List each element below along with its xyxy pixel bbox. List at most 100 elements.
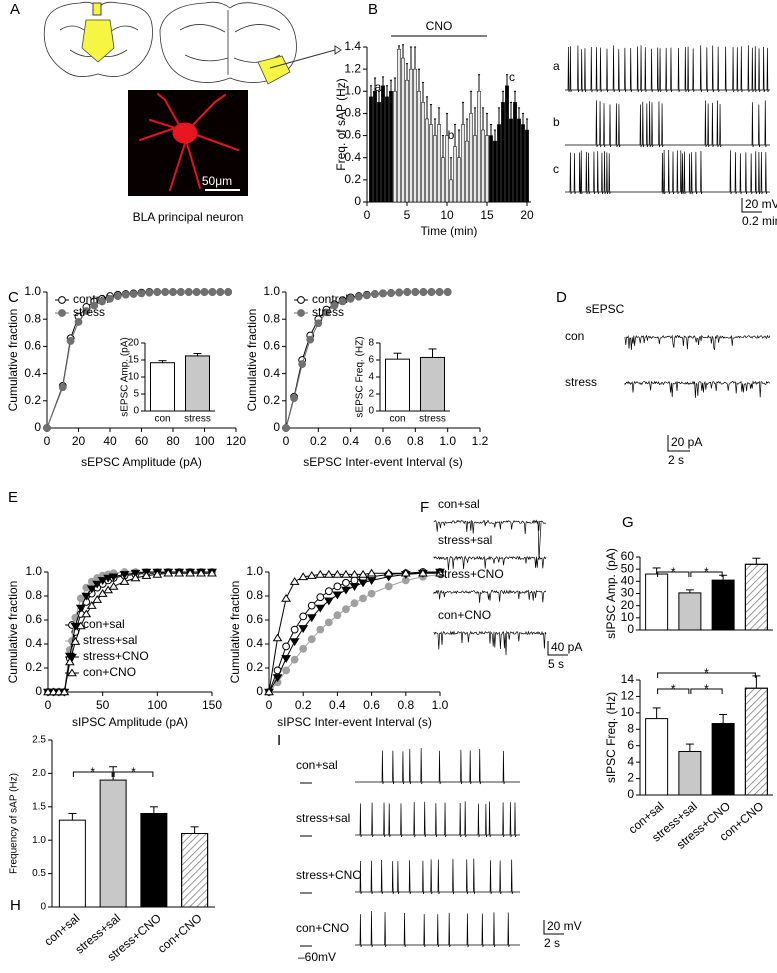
bar [678,750,702,796]
marker [307,601,316,610]
marker [272,674,283,683]
marker [282,666,291,675]
x-tick-label: 0.2 [295,698,312,712]
significance-bracket [657,571,690,577]
x-tick-label: 100 [194,434,214,448]
y-tick-label: 0.6 [263,339,280,353]
bar [711,579,735,631]
y-tick-label: 0.8 [344,106,361,120]
marker [349,583,360,591]
y-tick-label: 0.4 [263,366,280,380]
marker [435,568,445,577]
marker [298,625,309,633]
y-tick-label: 14 [621,672,635,686]
y-tick-label: 0.8 [24,311,41,325]
y-tick-label: 0.4 [246,636,263,650]
trace [537,521,542,561]
y-tick-label: 2 [368,389,374,400]
y-tick-label: 0.2 [263,393,280,407]
bar [485,135,489,203]
y-tick-label: 40 [621,574,635,588]
y-tick-label: 0.6 [24,339,41,353]
marker [163,568,174,577]
panel-letter: I [277,732,281,749]
x-tick-label: 1.0 [439,434,456,448]
trace-label: stress+CNO [296,868,362,882]
y-tick-label: 0.2 [25,660,42,674]
marker [185,568,196,577]
y-tick-label: 2.0 [32,768,46,779]
scale-label: 50μm [202,174,232,188]
panel-letter: H [10,897,21,914]
marker [349,569,360,578]
trace-label: b [553,115,560,129]
electrode [269,49,336,69]
marker [306,571,317,579]
trace [624,334,771,351]
y-axis-label: sEPSC Freq. (HZ) [355,336,366,417]
marker [324,618,333,627]
bar [413,68,417,203]
marker [323,597,334,606]
x-tick-label: 1.2 [472,434,489,448]
y-tick-label: 0.2 [344,172,361,186]
marker [176,288,185,296]
x-tick-label: 50 [96,698,110,712]
bar [505,85,509,203]
significance-star: * [704,666,709,680]
y-tick-label: 1.0 [263,284,280,298]
marker [403,288,412,296]
x-tick-label: 0.2 [310,434,327,448]
marker [359,594,367,603]
marker [383,568,394,577]
marker [387,289,395,297]
marker [75,621,86,630]
marker [67,668,77,677]
marker [76,594,85,603]
marker [174,568,185,577]
marker [367,589,376,598]
marker [290,655,299,664]
marker [350,576,359,585]
y-tick-label: 1.0 [32,835,46,846]
marker [307,635,316,644]
y-tick-label: 1.0 [24,284,41,298]
legend-label: stress [73,305,105,319]
marker [196,568,206,577]
y-tick-label: 0 [273,420,280,434]
injection-site [81,19,115,63]
marker [314,319,323,328]
legend-label: stress+sal [83,633,137,647]
marker [362,291,371,300]
y-tick-label: 1.2 [344,61,361,75]
x-tick-label: con [154,414,170,425]
marker [289,638,300,647]
marker [417,568,428,577]
significance-star: * [671,682,676,696]
y-tick-label: 1.0 [246,564,263,578]
x-tick-label: 0.4 [329,698,346,712]
bar [445,135,449,203]
bar [417,91,421,203]
y-tick-label: 15 [128,355,140,366]
x-tick-label: 120 [226,434,246,448]
y-tick-label: 0 [368,406,374,417]
marker [358,579,368,588]
legend-label: stress [312,305,344,319]
bar [409,68,413,203]
marker [400,568,411,577]
electrode-tip [334,45,342,55]
trace [433,519,547,535]
x-tick-label: 0.8 [407,434,424,448]
marker [119,577,130,585]
x-tick-label: 15 [480,208,494,222]
trace [355,858,520,895]
trace-label: stress+CNO [438,567,504,581]
y-tick-label: 20 [128,338,140,349]
legend-label: con+CNO [83,665,136,679]
trace [565,100,770,148]
y-tick-label: 6 [368,355,374,366]
y-tick-label: 5 [133,389,139,400]
marker [74,318,83,326]
